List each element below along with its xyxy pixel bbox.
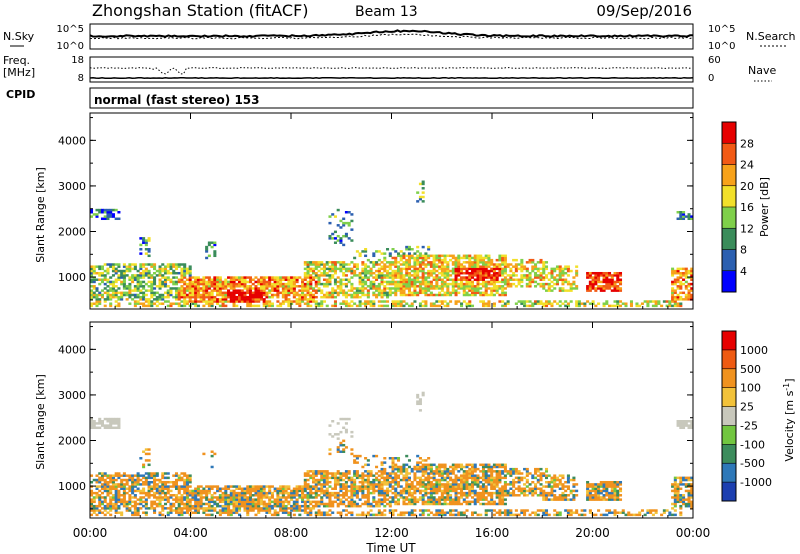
x-tick-label: 20:00 bbox=[575, 526, 610, 540]
sky-tick-high: 10^5 bbox=[57, 24, 84, 35]
sky-tick-low: 10^0 bbox=[57, 41, 84, 52]
noise-search-series bbox=[89, 33, 694, 40]
x-tick-label: 16:00 bbox=[475, 526, 510, 540]
colorbar-tick-label: -25 bbox=[740, 419, 758, 432]
colorbar-tick-label: 500 bbox=[740, 363, 761, 376]
plot-title: Zhongshan Station (fitACF) bbox=[92, 1, 309, 20]
velocity-colorbar-label: Velocity [m s-1] bbox=[782, 378, 796, 461]
y-tick-label: 3000 bbox=[58, 389, 86, 402]
x-tick-label: 04:00 bbox=[173, 526, 208, 540]
velocity-y-label: Slant Range [km] bbox=[34, 374, 47, 470]
colorbar-swatch bbox=[722, 444, 736, 464]
y-tick-label: 2000 bbox=[58, 226, 86, 239]
velocity-y-axis: 1000 2000 3000 4000 bbox=[58, 326, 693, 510]
colorbar-swatch bbox=[722, 185, 736, 208]
cpid-value: normal (fast stereo) 153 bbox=[94, 93, 260, 107]
velocity-data bbox=[90, 391, 694, 517]
colorbar-tick-label: 12 bbox=[740, 222, 754, 235]
power-colorbar: 4 8 12 16 20 24 28 bbox=[721, 121, 754, 293]
cpid-panel: CPID normal (fast stereo) 153 bbox=[6, 87, 694, 109]
freq-label: Freq. bbox=[3, 54, 30, 67]
velocity-colorbar: 1000 500 100 25 -25 -100 -500 -1000 bbox=[721, 330, 772, 502]
colorbar-swatch bbox=[722, 425, 736, 445]
power-colorbar-label: Power [dB] bbox=[758, 177, 771, 237]
y-tick-label: 3000 bbox=[58, 180, 86, 193]
velocity-panel: 1000 2000 3000 4000 Slant Range [km] 1000 50… bbox=[34, 321, 796, 519]
sky-label: N.Sky bbox=[3, 30, 35, 43]
velocity-colorbar-label-sup: -1 bbox=[782, 383, 791, 391]
x-tick-label: 00:00 bbox=[676, 526, 711, 540]
power-data bbox=[90, 180, 694, 308]
y-tick-label: 1000 bbox=[58, 271, 86, 284]
velocity-colorbar-label-close: ] bbox=[783, 378, 796, 382]
nave-tick-low: 0 bbox=[708, 73, 714, 84]
colorbar-tick-label: -500 bbox=[740, 457, 765, 470]
power-panel: 1000 2000 3000 4000 Slant Range [km] 4 8 12 16… bbox=[34, 112, 771, 310]
x-tick-label: 12:00 bbox=[374, 526, 409, 540]
noise-sky-series bbox=[89, 29, 693, 38]
colorbar-tick-label: 1000 bbox=[740, 344, 768, 357]
nave-series bbox=[89, 67, 694, 75]
search-tick-high: 10^5 bbox=[708, 24, 735, 35]
colorbar-swatch bbox=[722, 122, 736, 144]
colorbar-swatch bbox=[722, 228, 736, 250]
beam-label: Beam 13 bbox=[355, 4, 418, 20]
power-y-axis: 1000 2000 3000 4000 bbox=[58, 117, 693, 301]
colorbar-swatch bbox=[722, 164, 736, 187]
colorbar-swatch bbox=[722, 463, 736, 483]
nave-tick-high: 60 bbox=[708, 55, 721, 66]
x-axis-label: Time UT bbox=[365, 541, 416, 554]
colorbar-tick-label: 4 bbox=[740, 265, 747, 278]
y-tick-label: 2000 bbox=[58, 435, 86, 448]
freq-tick-high: 18 bbox=[71, 55, 84, 66]
nave-label: Nave bbox=[748, 64, 776, 77]
colorbar-tick-label: 8 bbox=[740, 244, 747, 257]
colorbar-swatch bbox=[722, 207, 736, 229]
x-tick-label: 08:00 bbox=[274, 526, 309, 540]
colorbar-tick-label: 100 bbox=[740, 382, 761, 395]
colorbar-tick-label: -1000 bbox=[740, 476, 772, 489]
freq-tick-low: 8 bbox=[78, 73, 84, 84]
colorbar-tick-label: 28 bbox=[740, 137, 754, 150]
freq-panel: Freq. [MHz] 18 8 Nave 60 0 bbox=[3, 54, 776, 84]
colorbar-swatch bbox=[722, 349, 736, 370]
colorbar-tick-label: 16 bbox=[740, 201, 754, 214]
colorbar-swatch bbox=[722, 406, 736, 426]
frequency-series bbox=[89, 76, 694, 80]
colorbar-swatch bbox=[722, 143, 736, 165]
search-label: N.Search bbox=[746, 30, 796, 43]
colorbar-tick-label: 25 bbox=[740, 401, 754, 414]
y-tick-label: 1000 bbox=[58, 480, 86, 493]
colorbar-tick-label: 20 bbox=[740, 180, 754, 193]
velocity-colorbar-label-main: Velocity [m s bbox=[783, 390, 796, 461]
colorbar-tick-label: 24 bbox=[740, 159, 754, 172]
colorbar-swatch bbox=[722, 270, 736, 293]
date-label: 09/Sep/2016 bbox=[596, 2, 692, 20]
noise-panel: N.Sky 10^5 10^0 N.Search 10^5 10^0 bbox=[3, 23, 796, 52]
colorbar-swatch bbox=[722, 368, 736, 388]
colorbar-swatch bbox=[722, 482, 736, 502]
search-tick-low: 10^0 bbox=[708, 41, 735, 52]
freq-unit-label: [MHz] bbox=[3, 66, 35, 79]
time-axis: 00:00 04:00 08:00 12:00 16:00 20:00 00:00 bbox=[73, 113, 711, 540]
colorbar-swatch bbox=[722, 387, 736, 407]
colorbar-swatch bbox=[722, 331, 736, 351]
power-y-label: Slant Range [km] bbox=[34, 167, 47, 263]
cpid-label: CPID bbox=[6, 88, 35, 101]
y-tick-label: 4000 bbox=[58, 134, 86, 147]
colorbar-swatch bbox=[722, 249, 736, 272]
colorbar-tick-label: -100 bbox=[740, 438, 765, 451]
y-tick-label: 4000 bbox=[58, 343, 86, 356]
x-tick-label: 00:00 bbox=[73, 526, 108, 540]
